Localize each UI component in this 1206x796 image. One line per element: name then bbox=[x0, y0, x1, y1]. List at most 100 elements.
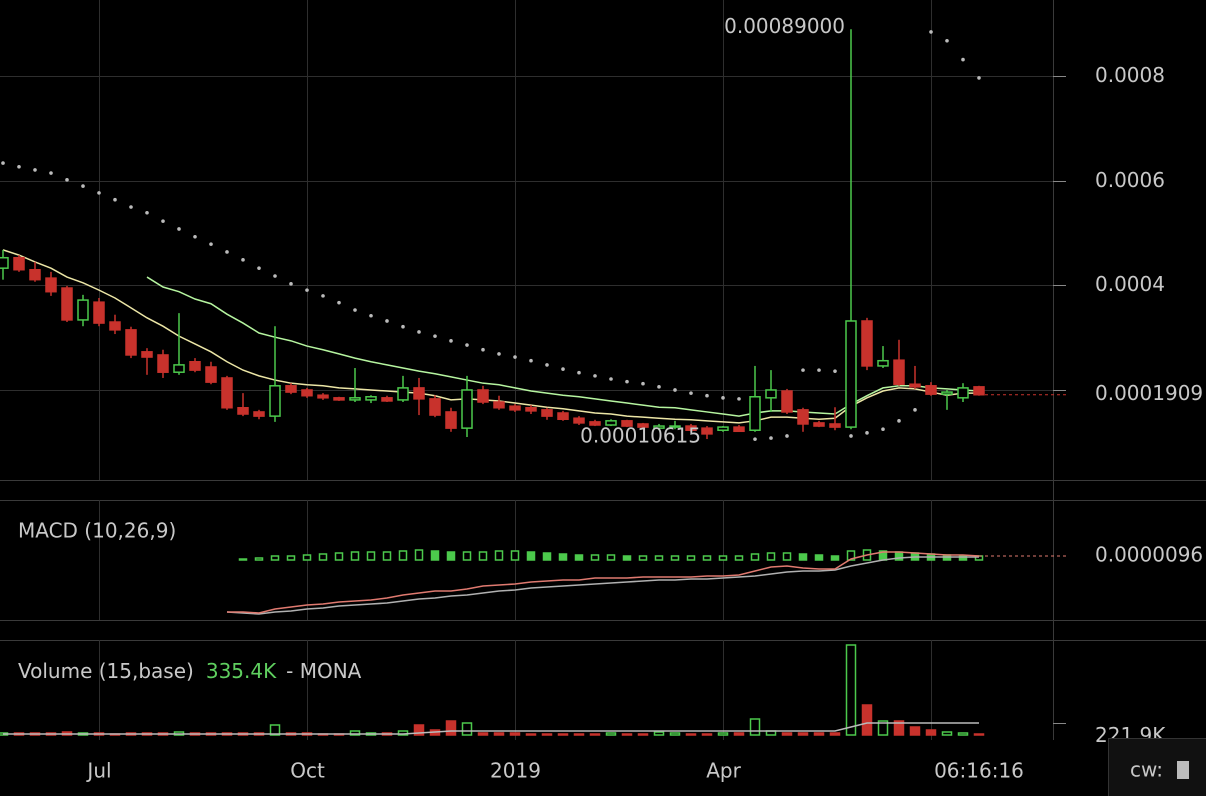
macd-hist-bar bbox=[270, 555, 280, 561]
candle-body bbox=[317, 394, 329, 399]
marks bbox=[0, 29, 1066, 736]
macd-hist-bar bbox=[846, 550, 856, 561]
candle-body bbox=[0, 256, 9, 269]
candle-body bbox=[653, 425, 665, 429]
macd-hist-bar bbox=[462, 551, 472, 561]
candle-body bbox=[669, 425, 681, 428]
candle-body bbox=[29, 268, 41, 281]
high-label: 0.00089000 bbox=[724, 14, 845, 38]
candle-body bbox=[797, 409, 809, 425]
volume-bar bbox=[845, 644, 857, 736]
sar-dot bbox=[545, 363, 549, 367]
sar-dot bbox=[369, 313, 373, 318]
macd-hist-bar bbox=[350, 551, 360, 561]
macd-hist-bar bbox=[526, 551, 536, 561]
macd-title: MACD (10,26,9) bbox=[18, 519, 176, 543]
candle-body bbox=[413, 387, 425, 400]
sar-dot bbox=[561, 367, 565, 371]
sar-dot bbox=[529, 358, 533, 363]
sar-dot bbox=[929, 30, 933, 34]
candle-body bbox=[397, 387, 409, 401]
sar-dot bbox=[961, 57, 965, 62]
low-label: 0.00010615 bbox=[580, 424, 701, 448]
candle-body bbox=[61, 287, 73, 321]
candle-body bbox=[589, 421, 601, 426]
sar-dot bbox=[801, 368, 805, 372]
macd-hist-bar bbox=[334, 552, 344, 561]
volume-bar bbox=[541, 733, 553, 736]
volume-bar bbox=[637, 733, 649, 736]
macd-signal-line bbox=[226, 556, 979, 615]
sar-dot bbox=[897, 419, 901, 423]
volume-bar bbox=[589, 733, 601, 736]
sar-dot bbox=[881, 427, 885, 431]
sar-dot bbox=[113, 197, 117, 202]
sar-dot bbox=[753, 437, 757, 441]
volume-bar bbox=[909, 726, 921, 736]
candle-body bbox=[349, 397, 361, 401]
volume-bar bbox=[877, 720, 889, 736]
macd-hist-bar bbox=[670, 555, 680, 561]
input-prompt[interactable]: cw: bbox=[1130, 758, 1163, 782]
macd-hist-bar bbox=[254, 557, 264, 561]
candle-body bbox=[365, 396, 377, 401]
volume-bar bbox=[797, 732, 809, 736]
sar-dot bbox=[97, 191, 101, 195]
sar-dot bbox=[449, 339, 453, 343]
volume-bar bbox=[717, 732, 729, 736]
sar-dot bbox=[785, 434, 789, 438]
candle-body bbox=[205, 366, 217, 383]
sar-dot bbox=[257, 266, 261, 270]
volume-bar bbox=[973, 733, 985, 736]
volume-bar bbox=[749, 718, 761, 736]
sar-dot bbox=[145, 210, 149, 215]
sar-dot bbox=[289, 282, 293, 286]
macd-hist-bar bbox=[830, 555, 840, 561]
macd-hist-bar bbox=[558, 553, 568, 561]
macd-hist-bar bbox=[430, 550, 440, 561]
volume-bar bbox=[701, 733, 713, 736]
candle-body bbox=[493, 401, 505, 409]
sar-dot bbox=[417, 330, 421, 334]
candle-body bbox=[189, 361, 201, 371]
candle-body bbox=[141, 351, 153, 358]
sar-dot bbox=[193, 235, 197, 239]
candle-body bbox=[173, 364, 185, 373]
candle-body bbox=[109, 321, 121, 331]
sar-dot bbox=[273, 274, 277, 278]
volume-bar bbox=[733, 732, 745, 736]
sar-dot bbox=[737, 397, 741, 401]
candle-body bbox=[829, 423, 841, 428]
volume-bar bbox=[525, 733, 537, 736]
volume-bar bbox=[557, 733, 569, 736]
volume-bar bbox=[573, 733, 585, 736]
volume-bar bbox=[413, 724, 425, 736]
sar-dot bbox=[977, 76, 981, 80]
macd-hist-bar bbox=[398, 550, 408, 561]
candle-body bbox=[813, 422, 825, 427]
candle-body bbox=[13, 256, 25, 271]
candle-body bbox=[77, 299, 89, 321]
candle-body bbox=[429, 398, 441, 416]
macd-hist-bar bbox=[302, 554, 312, 561]
macd-hist-bar bbox=[814, 554, 824, 561]
volume-bar bbox=[925, 729, 937, 736]
volume-title: Volume (15,base) 335.4K - MONA bbox=[18, 659, 362, 683]
input-box[interactable] bbox=[1108, 738, 1206, 796]
y-tick-label: 0.0004 bbox=[1095, 272, 1165, 296]
moving-average-line bbox=[2, 249, 979, 424]
volume-bar bbox=[893, 720, 905, 736]
sar-dot bbox=[913, 408, 917, 412]
sar-dot bbox=[833, 369, 837, 373]
macd-last-label: 0.0000096 bbox=[1095, 543, 1203, 567]
volume-bar bbox=[669, 732, 681, 736]
volume-bar bbox=[861, 704, 873, 736]
macd-hist-bar bbox=[734, 555, 744, 561]
macd-hist-bar bbox=[702, 555, 712, 561]
candle-body bbox=[333, 397, 345, 401]
candle-body bbox=[237, 407, 249, 415]
sar-dot bbox=[209, 242, 213, 246]
macd-line bbox=[227, 551, 980, 614]
macd-hist-bar bbox=[414, 549, 424, 561]
volume-ma-line bbox=[3, 722, 979, 735]
